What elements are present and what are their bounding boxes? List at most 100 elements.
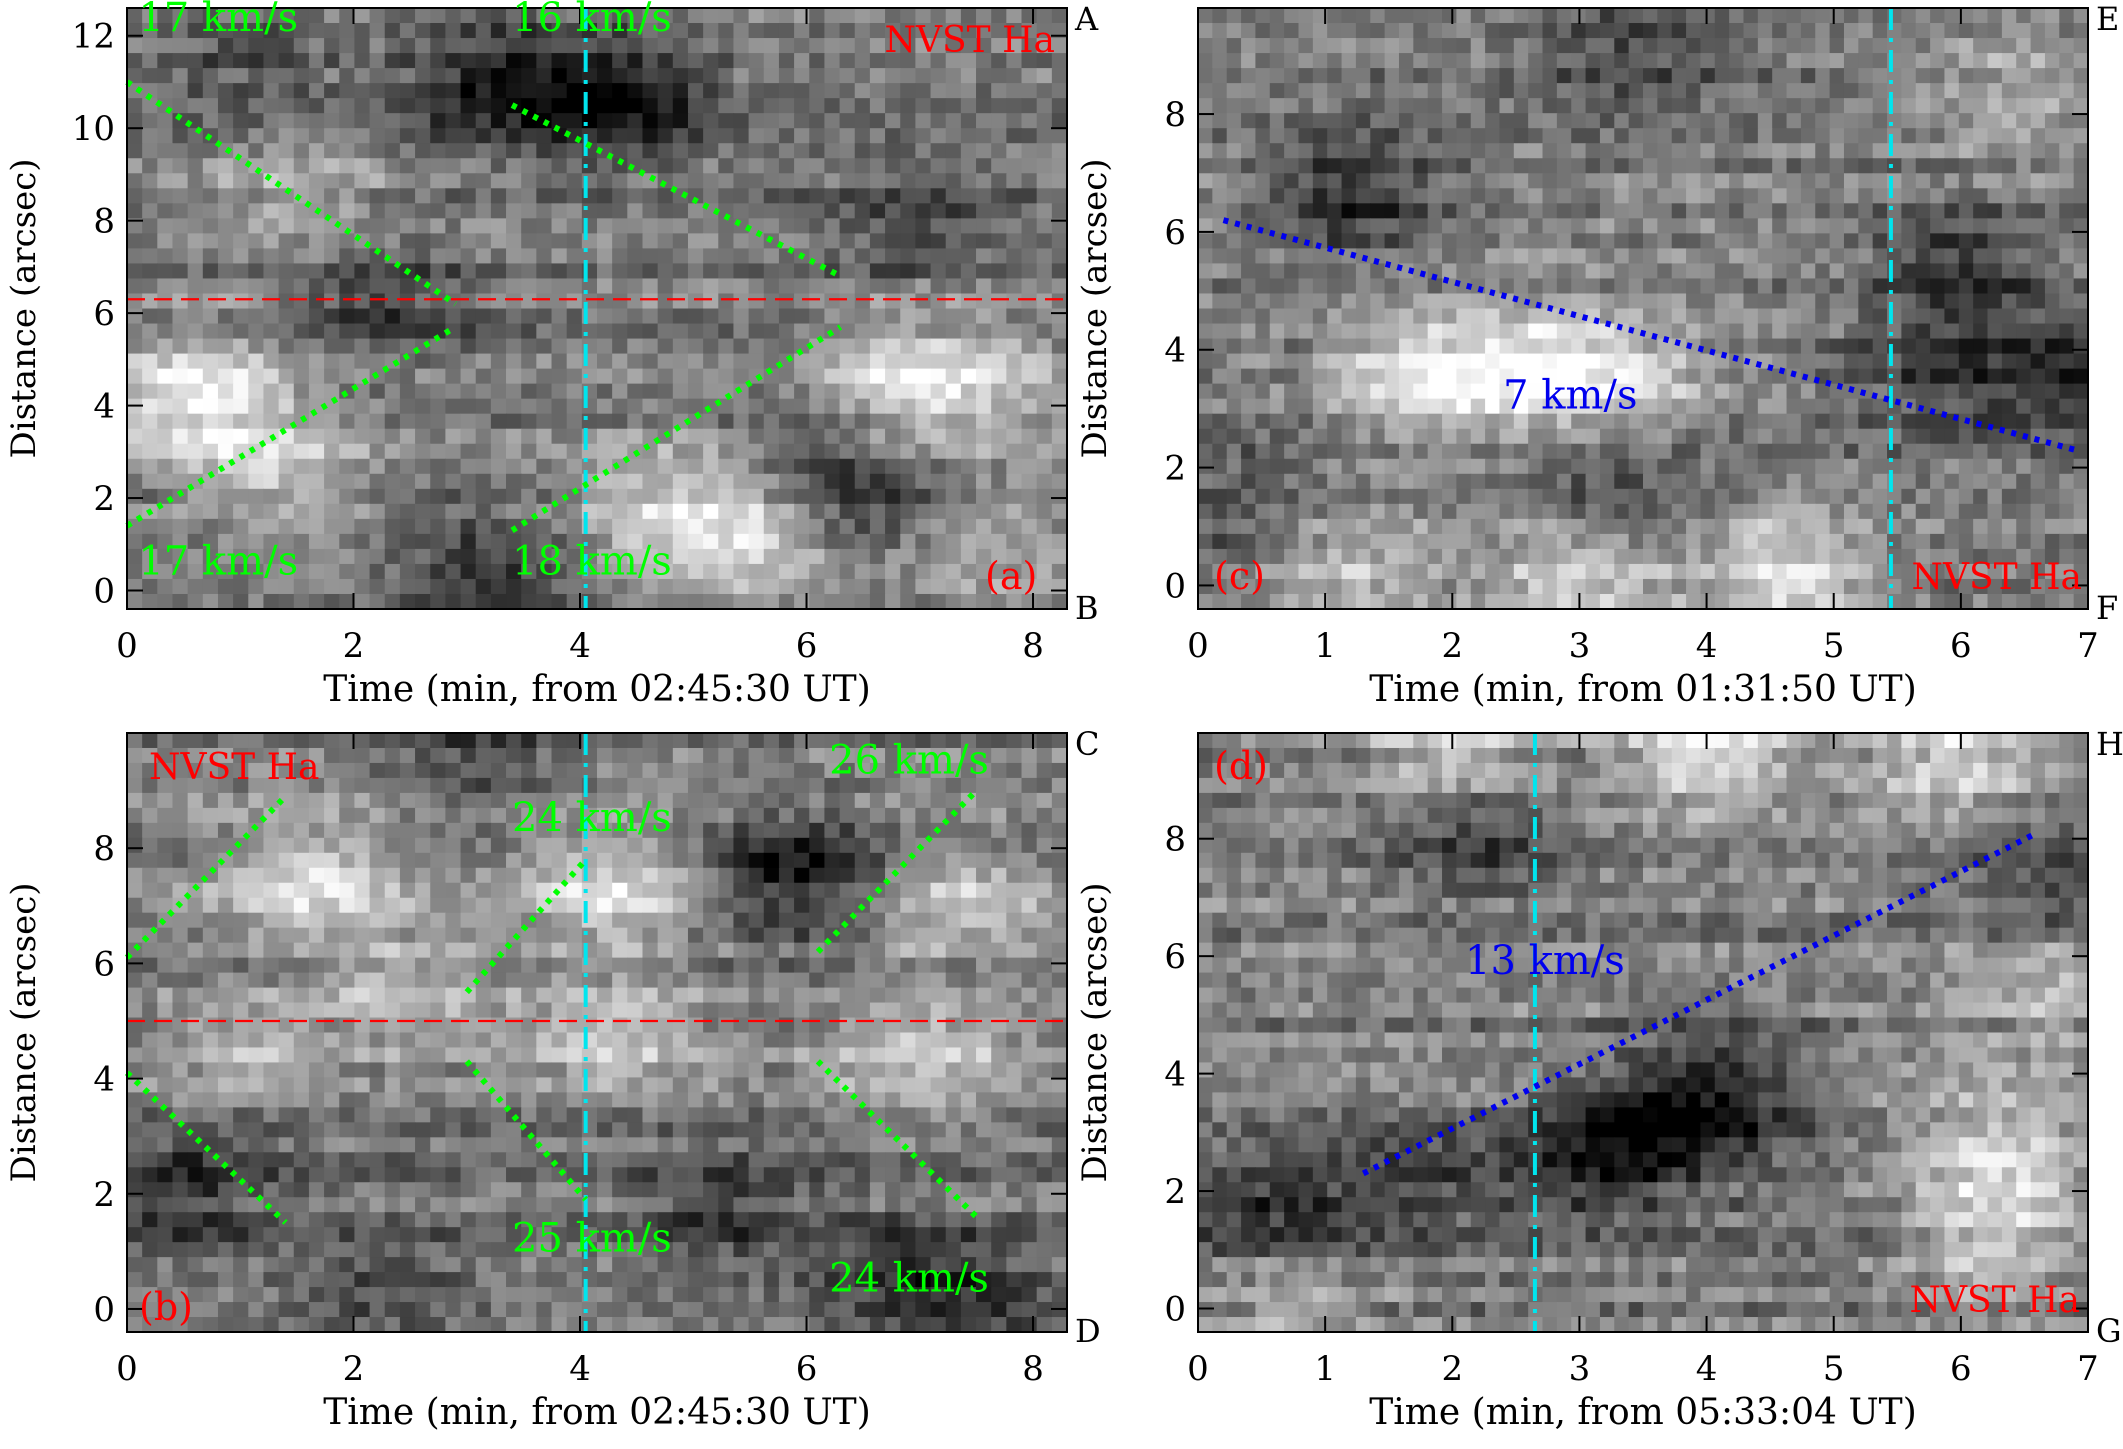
map-cell [627,533,644,550]
map-cell [233,1017,249,1034]
map-cell [202,488,219,505]
map-cell [839,128,856,144]
map-cell [627,368,644,385]
map-cell [627,488,644,505]
map-cell [399,68,416,84]
map-cell [642,113,659,129]
map-cell [521,1002,537,1019]
map-cell [1036,188,1053,204]
map-cell [324,443,340,460]
map-cell [430,1212,446,1228]
map-cell [142,68,158,84]
map-cell [293,1302,310,1318]
map-cell [430,897,446,914]
map-cell [127,1077,143,1093]
map-cell [1006,443,1023,460]
map-cell [551,248,568,265]
map-cell [233,1062,249,1079]
map-cell [1051,173,1067,189]
map-cell [157,113,174,129]
map-cell [718,398,735,415]
map-cell [248,747,265,764]
map-cell [733,747,750,764]
map-cell [809,1152,826,1168]
map-cell [657,8,674,24]
map-cell [551,38,568,54]
map-cell [384,128,401,144]
map-cell [869,23,886,39]
map-cell [718,1227,735,1243]
map-cell [854,473,871,490]
map-cell [869,203,886,219]
map-cell [900,548,916,565]
map-cell [217,443,234,460]
map-cell [612,882,628,899]
map-cell [475,1182,492,1198]
map-cell [369,593,386,609]
map-cell [490,987,507,1004]
map-cell [794,987,810,1004]
map-cell [642,1122,659,1138]
map-cell [399,533,416,550]
map-cell [445,1017,462,1034]
map-cell [960,248,977,265]
map-cell [233,98,249,114]
map-cell [217,987,234,1004]
map-cell [703,897,719,914]
map-cell [187,278,204,295]
map-cell [748,473,765,490]
map-cell [960,1032,977,1049]
map-cell [915,98,932,114]
map-cell [1021,188,1038,204]
map-cell [612,1317,628,1332]
map-cell [566,308,583,325]
map-cell [612,263,628,280]
map-cell [687,53,704,69]
map-cell [1006,578,1023,595]
map-cell [536,113,553,129]
map-cell [642,143,659,159]
map-cell [1036,1167,1053,1183]
map-cell [945,762,962,779]
map-cell [1021,113,1038,129]
map-cell [490,428,507,445]
map-cell [157,563,174,580]
map-cell [642,368,659,385]
map-cell [718,867,735,884]
map-cell [172,1002,189,1019]
map-cell [324,1137,340,1153]
map-cell [354,1182,371,1198]
map-cell [399,1317,416,1332]
map-cell [399,368,416,385]
map-cell [809,473,826,490]
map-cell [1021,443,1038,460]
map-cell [885,1062,901,1079]
map-cell [612,1257,628,1273]
map-cell [354,762,371,779]
map-cell [915,428,932,445]
map-cell [794,173,810,189]
map-cell [642,593,659,609]
map-cell [202,8,219,24]
map-cell [415,1182,431,1198]
map-cell [233,1287,249,1303]
map-cell [597,1182,613,1198]
map-cell [778,777,795,794]
map-cell [627,98,644,114]
map-cell [718,128,735,144]
map-cell [687,762,704,779]
map-cell [217,338,234,355]
map-cell [293,233,310,250]
map-cell [763,533,780,550]
map-cell [490,1077,507,1093]
map-cell [354,1077,371,1093]
map-cell [202,1062,219,1079]
map-cell [869,762,886,779]
map-cell [976,158,992,174]
map-cell [1051,248,1067,265]
map-cell [869,353,886,370]
map-cell [506,293,522,310]
map-cell [1021,128,1038,144]
map-cell [869,278,886,295]
map-cell [157,897,174,914]
